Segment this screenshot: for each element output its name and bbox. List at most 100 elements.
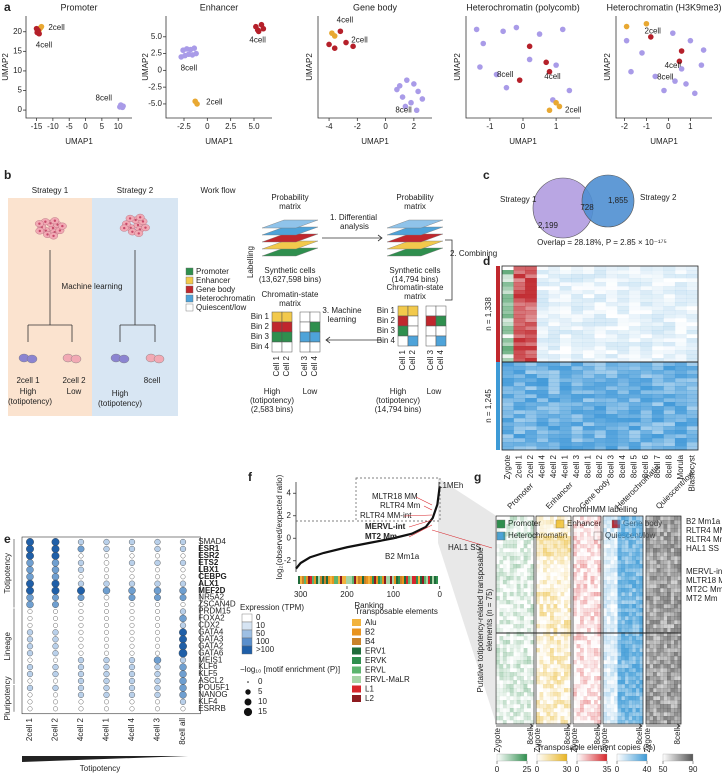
heatmap-cell <box>548 390 560 395</box>
heatmap-cell <box>624 516 629 521</box>
column-label: 8cell 6 <box>641 454 650 478</box>
heatmap-cell <box>674 402 687 407</box>
heatmap-cell <box>605 426 618 431</box>
heatmap-cell <box>543 656 547 660</box>
heatmap-cell <box>516 524 521 529</box>
heatmap-cell <box>559 314 572 319</box>
heatmap-cell <box>603 616 607 621</box>
heatmap-cell <box>564 532 568 537</box>
heatmap-cell <box>550 540 554 545</box>
heatmap-cell <box>537 266 549 270</box>
heatmap-cell <box>597 704 602 709</box>
heatmap-cell <box>624 636 629 641</box>
heatmap-cell <box>499 572 504 577</box>
heatmap-cell <box>686 322 698 326</box>
heatmap-cell <box>635 712 640 717</box>
heatmap-cell <box>646 540 650 545</box>
heatmap-cell <box>617 414 630 419</box>
heatmap-cell <box>557 644 561 649</box>
heatmap-cell <box>610 640 615 645</box>
heatmap-cell <box>516 712 521 717</box>
heatmap-cell <box>502 314 514 319</box>
nucleus <box>134 218 137 222</box>
heatmap-cell <box>567 640 572 645</box>
heatmap-cell <box>674 572 678 577</box>
panel-label: f <box>248 470 253 484</box>
heatmap-cell <box>606 584 611 589</box>
heatmap-cell <box>591 672 595 676</box>
point <box>120 103 126 109</box>
heatmap-cell <box>571 346 584 351</box>
heatmap-cell <box>610 644 615 649</box>
heatmap-cell <box>561 568 565 572</box>
matrix-cell <box>397 305 409 317</box>
dot <box>154 545 161 553</box>
heatmap-cell <box>639 616 644 621</box>
heatmap-cell <box>587 712 591 717</box>
heatmap-cell <box>663 306 676 311</box>
heatmap-cell <box>649 656 654 661</box>
heatmap-cell <box>550 648 554 653</box>
heatmap-cell <box>546 524 551 529</box>
heatmap-cell <box>639 712 644 717</box>
dot <box>27 678 33 684</box>
heatmap-cell <box>560 540 565 545</box>
heatmap-cell <box>591 628 595 632</box>
heatmap-cell <box>639 588 644 593</box>
heatmap-cell <box>594 648 598 653</box>
heatmap-cell <box>503 716 507 720</box>
heatmap-cell <box>686 310 699 315</box>
heatmap-cell <box>640 446 653 451</box>
heatmap-cell <box>499 576 504 581</box>
heatmap-cell <box>576 652 581 657</box>
heatmap-cell <box>597 544 602 549</box>
heatmap-cell <box>546 684 551 689</box>
heatmap-cell <box>536 536 540 541</box>
heatmap-cell <box>660 544 664 549</box>
heatmap-cell <box>606 286 618 290</box>
te-strip <box>300 576 302 584</box>
heatmap-cell <box>540 712 544 716</box>
heatmap-cell <box>564 708 568 712</box>
heatmap-cell <box>530 668 535 673</box>
heatmap-cell <box>605 374 618 379</box>
heatmap-cell <box>571 442 584 447</box>
heatmap-cell <box>536 520 540 525</box>
gene-label: ETS2 <box>198 558 219 567</box>
heatmap-cell <box>594 644 598 648</box>
heatmap-cell <box>527 656 531 661</box>
heatmap-cell <box>560 648 565 653</box>
heatmap-cell <box>651 390 664 395</box>
heatmap-cell <box>646 580 650 585</box>
heatmap-cell <box>617 580 622 585</box>
heatmap-cell <box>513 410 526 415</box>
heatmap-cell <box>513 672 518 677</box>
heatmap-cell <box>674 608 678 613</box>
heatmap-cell <box>628 532 633 537</box>
heatmap-cell <box>649 664 654 669</box>
heatmap-cell <box>656 700 661 705</box>
heatmap-cell <box>674 382 687 387</box>
colorbar-label: 0 <box>615 765 620 774</box>
heatmap-cell <box>632 516 637 521</box>
point <box>536 31 543 37</box>
heatmap-cell <box>610 624 615 629</box>
heatmap-cell <box>603 708 607 713</box>
te-strip <box>344 576 346 584</box>
heatmap-cell <box>653 700 657 705</box>
heatmap-cell <box>548 374 560 379</box>
heatmap-cell <box>663 402 676 407</box>
heatmap-cell <box>632 628 637 633</box>
heatmap-cell <box>663 612 668 617</box>
heatmap-cell <box>523 592 528 597</box>
dot <box>103 560 110 566</box>
legend-swatch <box>241 621 253 631</box>
nucleus <box>125 222 128 226</box>
heatmap-cell <box>509 684 514 689</box>
heatmap-cell <box>670 640 675 645</box>
frame <box>572 515 602 725</box>
heatmap-cell <box>576 636 581 641</box>
heatmap-cell <box>603 636 607 641</box>
heatmap-cell <box>536 540 540 545</box>
legend-label: 50 <box>256 629 265 638</box>
